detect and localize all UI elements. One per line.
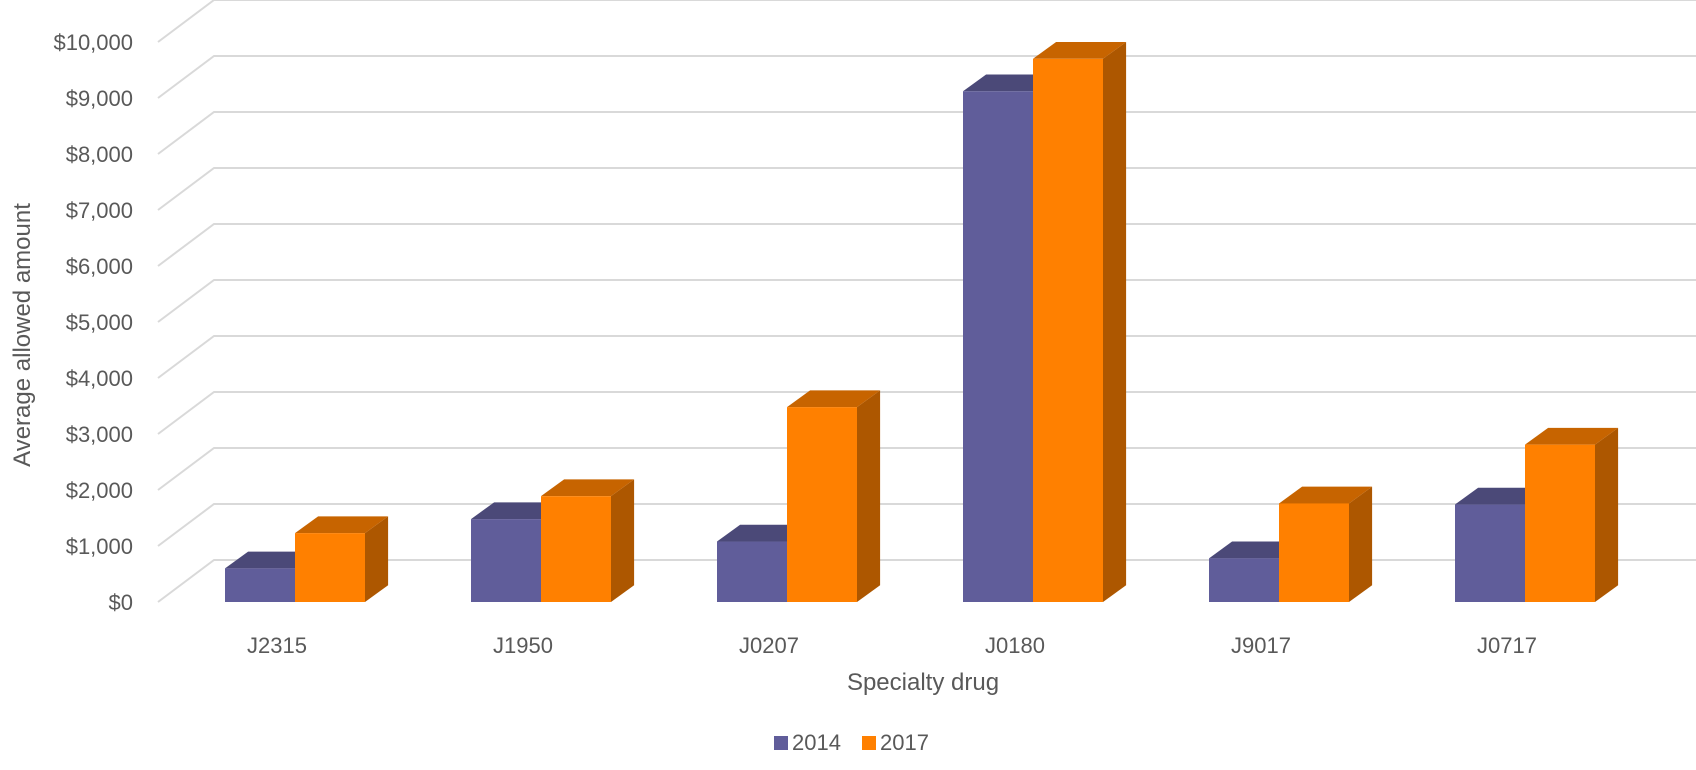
x-tick-label: J9017 bbox=[1231, 633, 1291, 658]
y-tick-label: $2,000 bbox=[66, 478, 133, 503]
bar-top bbox=[225, 551, 319, 569]
bar-2017-J0180 bbox=[1033, 42, 1127, 603]
bar-front bbox=[1455, 504, 1525, 602]
x-tick-label: J0207 bbox=[739, 633, 799, 658]
bar-2014-J1950 bbox=[471, 502, 565, 602]
bar-top bbox=[1209, 541, 1303, 559]
y-tick-label: $6,000 bbox=[66, 254, 133, 279]
bar-top bbox=[1455, 487, 1549, 505]
bar-front bbox=[717, 541, 787, 602]
bar-top bbox=[1033, 42, 1127, 59]
y-axis-ticks: $0 $1,000 $2,000 $3,000 $4,000 $5,000 $6,000 $7… bbox=[53, 30, 133, 615]
y-tick-label: $5,000 bbox=[66, 310, 133, 335]
x-tick-label: J1950 bbox=[493, 633, 553, 658]
bars bbox=[225, 42, 1619, 603]
gridline bbox=[157, 391, 1696, 435]
bar-2014-J0180 bbox=[963, 74, 1057, 602]
legend: 2014 2017 bbox=[774, 730, 929, 755]
bar-side bbox=[1103, 42, 1127, 602]
bar-2017-J1950 bbox=[541, 479, 635, 602]
legend-swatch-2017 bbox=[862, 736, 876, 750]
y-tick-label: $0 bbox=[109, 590, 133, 615]
bar-top bbox=[1525, 427, 1619, 445]
bar-top bbox=[541, 479, 635, 497]
bar-top bbox=[717, 524, 811, 542]
gridlines bbox=[157, 0, 1696, 603]
gridline bbox=[157, 559, 1696, 603]
y-axis-title: Average allowed amount bbox=[9, 203, 36, 467]
bar-top bbox=[787, 390, 881, 408]
bar-side bbox=[1595, 427, 1619, 602]
y-tick-label: $8,000 bbox=[66, 142, 133, 167]
x-tick-label: J2315 bbox=[247, 633, 307, 658]
x-tick-label: J0717 bbox=[1477, 633, 1537, 658]
bar-front bbox=[225, 568, 295, 602]
bar-side bbox=[611, 479, 635, 602]
x-axis-ticks: J2315 J1950 J0207 J0180 J9017 J0717 bbox=[247, 633, 1537, 658]
y-tick-label: $10,000 bbox=[53, 30, 133, 55]
bar-front bbox=[471, 519, 541, 602]
bar-front bbox=[541, 496, 611, 602]
y-tick-label: $4,000 bbox=[66, 366, 133, 391]
bar-2014-J0207 bbox=[717, 524, 811, 602]
bar-2014-J9017 bbox=[1209, 541, 1303, 602]
bar-2017-J2315 bbox=[295, 516, 389, 602]
y-tick-label: $3,000 bbox=[66, 422, 133, 447]
gridline bbox=[157, 55, 1696, 99]
bar-side bbox=[857, 390, 881, 602]
y-tick-label: $9,000 bbox=[66, 86, 133, 111]
gridline bbox=[157, 503, 1696, 547]
legend-label-2017: 2017 bbox=[880, 730, 929, 755]
gridline bbox=[157, 223, 1696, 267]
x-axis-title: Specialty drug bbox=[847, 669, 999, 696]
bar-front bbox=[963, 91, 1033, 602]
gridline bbox=[157, 335, 1696, 379]
bar-side bbox=[365, 516, 389, 602]
gridline bbox=[157, 167, 1696, 211]
bar-2017-J9017 bbox=[1279, 486, 1373, 602]
bar-front bbox=[1525, 444, 1595, 602]
bar-front bbox=[787, 407, 857, 602]
bar-top bbox=[1279, 486, 1373, 504]
y-tick-label: $1,000 bbox=[66, 534, 133, 559]
bar-2017-J0207 bbox=[787, 390, 881, 602]
gridline bbox=[157, 447, 1696, 491]
bar-top bbox=[963, 74, 1057, 92]
bar-front bbox=[1033, 58, 1103, 603]
bar-2014-J0717 bbox=[1455, 487, 1549, 602]
gridline bbox=[157, 111, 1696, 155]
bar-front bbox=[1209, 558, 1279, 602]
gridline bbox=[157, 0, 1696, 43]
y-tick-label: $7,000 bbox=[66, 198, 133, 223]
bar-top bbox=[295, 516, 389, 534]
bar-front bbox=[1279, 503, 1349, 602]
bar-top bbox=[471, 502, 565, 520]
legend-label-2014: 2014 bbox=[792, 730, 841, 755]
bar-side bbox=[1349, 486, 1373, 602]
legend-swatch-2014 bbox=[774, 736, 788, 750]
bar-2017-J0717 bbox=[1525, 427, 1619, 602]
bar-2014-J2315 bbox=[225, 551, 319, 602]
bar-front bbox=[295, 533, 365, 602]
x-tick-label: J0180 bbox=[985, 633, 1045, 658]
gridline bbox=[157, 279, 1696, 323]
